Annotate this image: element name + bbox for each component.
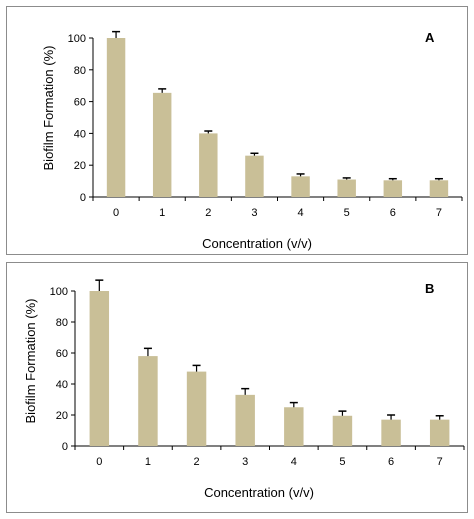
x-tick-label-b: 5	[339, 456, 345, 468]
x-tick-label-a: 7	[436, 207, 442, 219]
y-tick-label-a: 80	[74, 65, 86, 77]
chart-a-svg: A Concentration (v/v) Biofilm Formation …	[41, 30, 463, 251]
x-tick-label-a: 6	[390, 207, 396, 219]
bar-b-3	[235, 394, 255, 446]
y-tick-label-b: 100	[50, 286, 68, 298]
y-tick-label-b: 80	[56, 317, 68, 329]
y-tick-label-a: 0	[80, 192, 86, 204]
bar-b-5	[332, 415, 353, 446]
y-tick-label-b: 40	[56, 379, 68, 391]
bar-b-1	[138, 356, 158, 446]
bar-b-4	[284, 407, 304, 446]
x-axis-title-a: Concentration (v/v)	[202, 236, 312, 251]
y-axis-title-b: Biofilm Formation (%)	[23, 299, 38, 424]
y-tick-label-a: 40	[74, 128, 86, 140]
x-tick-label-b: 6	[388, 456, 394, 468]
panel-label-b: B	[425, 281, 434, 296]
bar-b-6	[381, 419, 401, 446]
x-tick-label-a: 5	[344, 207, 350, 219]
x-tick-label-a: 1	[159, 207, 165, 219]
x-tick-label-b: 2	[194, 456, 200, 468]
x-axis-title-b: Concentration (v/v)	[204, 485, 314, 500]
x-tick-label-b: 1	[145, 456, 151, 468]
x-tick-label-b: 7	[437, 456, 443, 468]
x-tick-label-b: 4	[291, 456, 297, 468]
bar-a-3	[245, 155, 264, 197]
y-tick-label-a: 100	[68, 33, 86, 45]
bar-a-1	[152, 92, 172, 197]
bar-a-7	[429, 180, 449, 197]
x-tick-label-a: 0	[113, 207, 119, 219]
chart-panel-b: B Concentration (v/v) Biofilm Formation …	[6, 262, 468, 513]
y-tick-label-a: 20	[74, 160, 86, 172]
y-tick-label-b: 20	[56, 410, 68, 422]
bar-a-2	[199, 133, 218, 197]
chart-b-svg: B Concentration (v/v) Biofilm Formation …	[23, 279, 465, 500]
bar-a-5	[337, 179, 356, 197]
y-tick-label-a: 60	[74, 97, 86, 109]
x-tick-label-a: 4	[298, 207, 304, 219]
bar-a-4	[291, 176, 310, 197]
bar-a-0	[106, 38, 126, 197]
y-tick-label-b: 60	[56, 348, 68, 360]
chart-panel-a: A Concentration (v/v) Biofilm Formation …	[6, 6, 468, 255]
bar-b-2	[186, 371, 207, 446]
y-axis-title-a: Biofilm Formation (%)	[41, 46, 56, 171]
bar-b-0	[89, 291, 110, 446]
x-tick-label-a: 3	[251, 207, 257, 219]
x-tick-label-b: 3	[242, 456, 248, 468]
x-tick-label-b: 0	[96, 456, 102, 468]
panel-label-a: A	[425, 30, 435, 45]
x-tick-label-a: 2	[205, 207, 211, 219]
bar-a-6	[383, 180, 403, 197]
bar-b-7	[429, 419, 450, 446]
y-tick-label-b: 0	[62, 441, 68, 453]
